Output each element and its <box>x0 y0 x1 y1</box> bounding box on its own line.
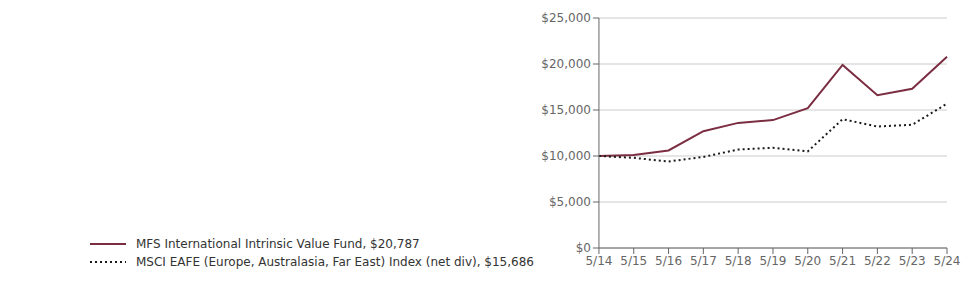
html-text:MFS International Intrinsic Va: MFS International Intrinsic Value Fund, … <box>136 237 420 251</box>
svg-text:5/19: 5/19 <box>759 254 786 268</box>
svg-text:$15,000: $15,000 <box>541 103 591 117</box>
svg-text:$0: $0 <box>576 241 591 255</box>
svg-text:5/20: 5/20 <box>794 254 821 268</box>
svg-text:5/23: 5/23 <box>899 254 926 268</box>
svg-text:5/21: 5/21 <box>829 254 856 268</box>
svg-text:5/15: 5/15 <box>620 254 647 268</box>
svg-text:$25,000: $25,000 <box>541 11 591 25</box>
svg-text:$20,000: $20,000 <box>541 57 591 71</box>
svg-text:5/14: 5/14 <box>585 254 612 268</box>
svg-text:5/16: 5/16 <box>655 254 682 268</box>
html-text:MSCI EAFE (Europe, Australasia: MSCI EAFE (Europe, Australasia, Far East… <box>136 255 534 269</box>
svg-text:$10,000: $10,000 <box>541 149 591 163</box>
svg-text:5/18: 5/18 <box>725 254 752 268</box>
svg-text:5/17: 5/17 <box>690 254 717 268</box>
svg-text:5/24: 5/24 <box>934 254 961 268</box>
svg-text:5/22: 5/22 <box>864 254 891 268</box>
svg-text:$5,000: $5,000 <box>549 195 591 209</box>
